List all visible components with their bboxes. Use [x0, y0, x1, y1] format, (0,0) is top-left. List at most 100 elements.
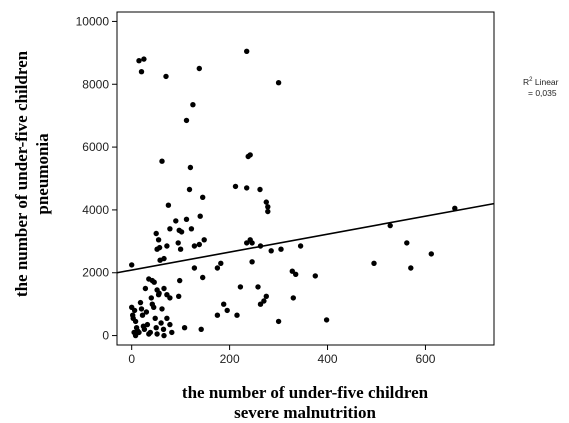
data-point [244, 240, 250, 246]
data-point [152, 315, 158, 321]
data-point [232, 183, 239, 190]
data-point [138, 306, 145, 312]
data-point [136, 58, 142, 64]
data-point [265, 208, 271, 215]
data-point [275, 318, 282, 325]
x-tick-label: 0 [128, 352, 135, 366]
data-point [151, 304, 157, 310]
data-point [452, 205, 458, 211]
data-point [214, 265, 221, 271]
data-point [201, 237, 207, 243]
data-point [218, 260, 224, 266]
data-point [257, 301, 264, 307]
data-point [404, 240, 410, 246]
data-point [200, 194, 206, 200]
data-point [158, 320, 164, 326]
data-point [148, 295, 154, 301]
data-point [136, 329, 142, 336]
data-point [196, 241, 202, 248]
data-point [175, 240, 181, 246]
data-point [137, 299, 144, 306]
data-point [165, 202, 172, 208]
plot-frame [116, 11, 495, 346]
data-point [188, 226, 195, 232]
data-point [224, 307, 230, 314]
y-tick-label: 4000 [82, 203, 109, 217]
data-point [132, 318, 139, 325]
data-point [190, 102, 196, 108]
data-point [312, 273, 318, 279]
data-point [154, 246, 160, 252]
data-point [167, 226, 173, 232]
data-point [164, 315, 170, 321]
r2-legend-label: R2 Linear [523, 77, 559, 87]
data-point [167, 321, 173, 328]
data-point [249, 259, 255, 265]
x-tick-label: 600 [415, 352, 435, 366]
data-point [198, 326, 204, 332]
y-tick-label: 0 [102, 329, 109, 343]
data-point [214, 312, 221, 318]
data-point [142, 285, 149, 292]
data-point [257, 186, 263, 193]
data-point [265, 204, 271, 210]
data-point [323, 317, 330, 323]
data-point [153, 325, 159, 331]
data-point [371, 260, 377, 266]
data-point [187, 164, 194, 171]
data-point [141, 56, 147, 62]
x-axis-title-line2: severe malnutrition [234, 403, 376, 422]
data-point [132, 332, 139, 339]
data-point [155, 237, 162, 243]
fit-line [116, 202, 495, 274]
data-point [290, 295, 296, 301]
data-point [169, 329, 175, 336]
data-point [131, 307, 138, 314]
data-point [160, 326, 167, 332]
data-point [244, 185, 250, 191]
data-point [221, 301, 227, 307]
plot-area [116, 11, 495, 346]
data-point [141, 326, 148, 332]
data-point [263, 199, 269, 205]
y-tick-label: 2000 [82, 266, 109, 280]
data-point [191, 243, 198, 249]
data-point [297, 243, 304, 249]
data-point [178, 229, 185, 235]
x-axis-title-line1: the number of under-five children [182, 383, 429, 402]
data-point [275, 80, 282, 86]
data-point [200, 274, 206, 281]
data-point [144, 321, 151, 328]
data-points [129, 48, 458, 339]
y-axis-title-line2: pneumonia [33, 133, 52, 215]
data-point [161, 255, 167, 262]
data-point [263, 293, 269, 299]
data-point [143, 309, 150, 315]
data-point [177, 246, 184, 252]
data-point [181, 325, 188, 331]
data-point [155, 292, 162, 298]
data-point [183, 216, 190, 222]
data-point [159, 306, 165, 312]
data-point [261, 298, 267, 304]
data-point [234, 312, 240, 318]
data-point [249, 240, 255, 246]
r2-legend-value: = 0,035 [528, 88, 557, 98]
data-point [138, 69, 145, 75]
data-point [186, 186, 193, 193]
data-point [161, 332, 167, 339]
data-point [161, 285, 167, 292]
data-point [151, 279, 157, 285]
data-point [278, 246, 284, 252]
data-point [176, 293, 182, 299]
data-point [197, 213, 203, 219]
data-point [183, 117, 190, 124]
data-point [293, 271, 299, 277]
y-tick-label: 6000 [82, 140, 109, 154]
data-point [255, 284, 261, 290]
data-point [387, 222, 393, 229]
data-point [153, 230, 159, 237]
data-point [163, 73, 169, 80]
